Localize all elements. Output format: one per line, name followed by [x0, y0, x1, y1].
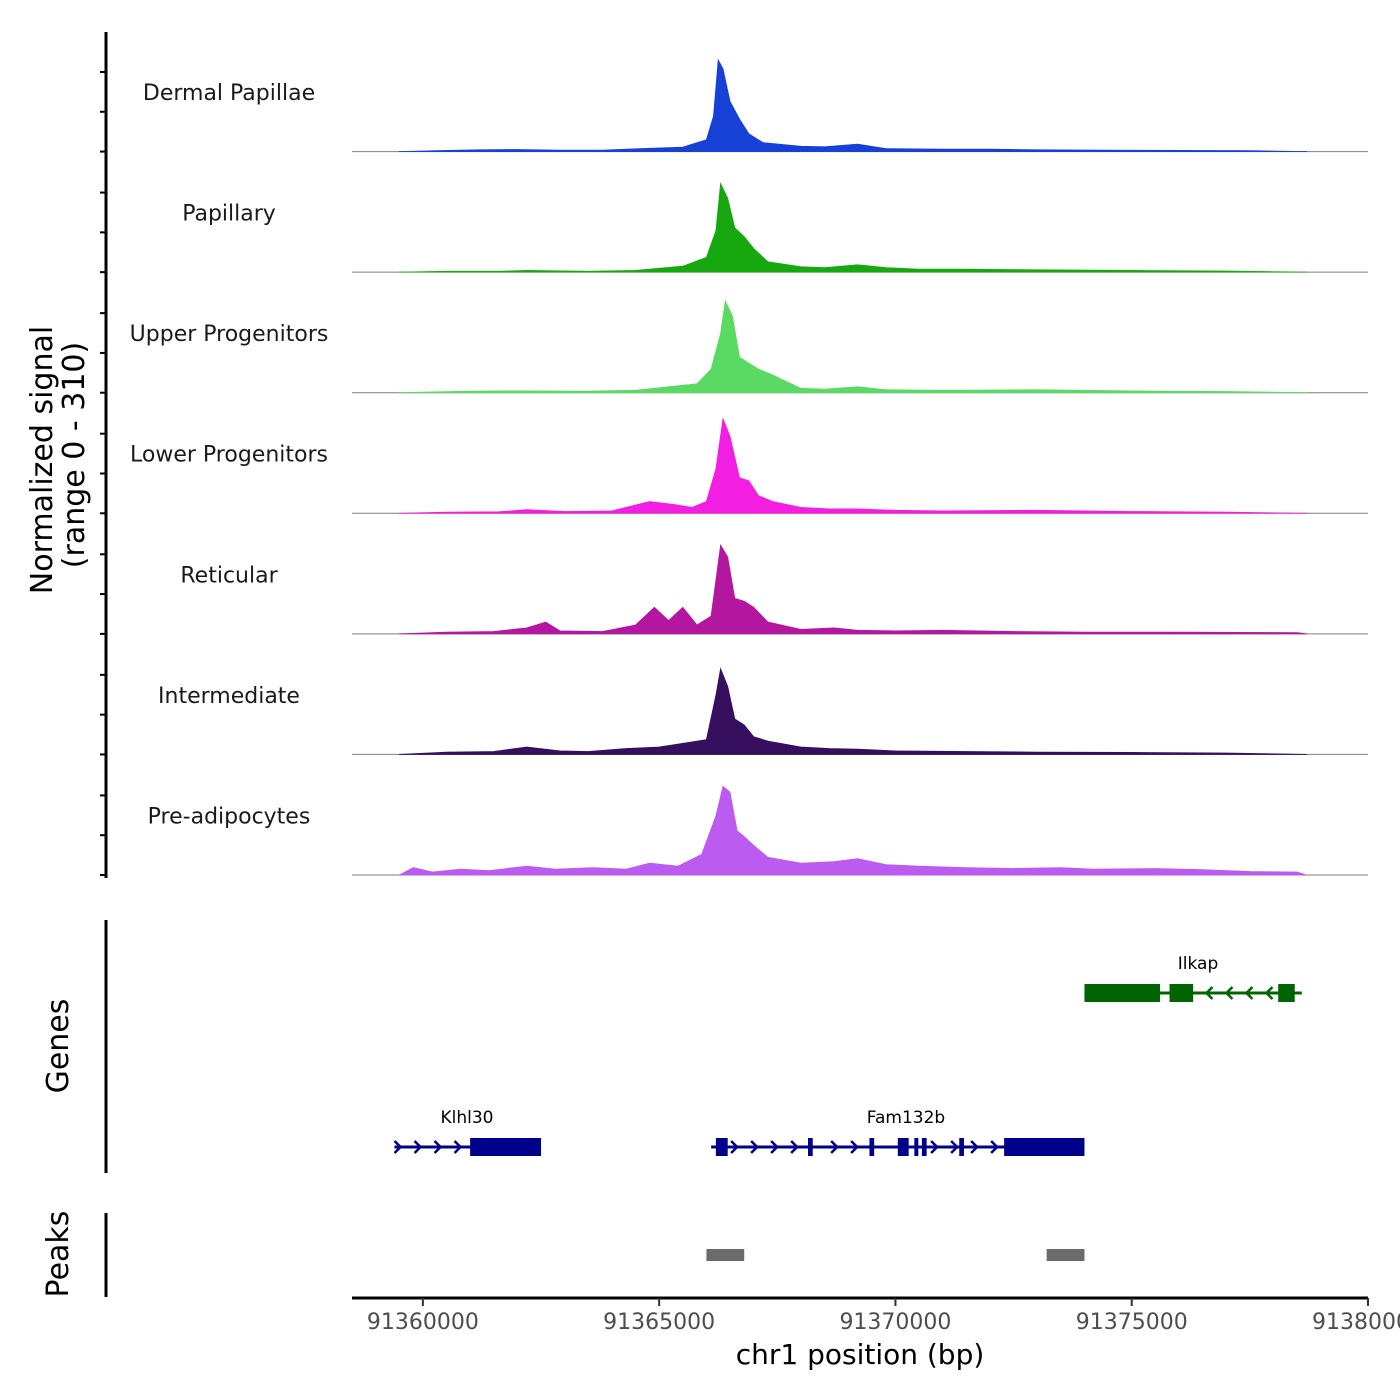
coverage-area [398, 544, 1307, 635]
strand-arrow [453, 1140, 463, 1154]
strand-arrow [830, 1140, 839, 1154]
strand-arrow [770, 1140, 779, 1154]
gene-label: Ilkap [1178, 954, 1219, 974]
x-tick-label: 91380000 [1312, 1310, 1400, 1335]
strand-arrow [950, 1140, 959, 1154]
gene-exon [1169, 984, 1194, 1002]
gene-exon [808, 1138, 813, 1156]
gene-label: Fam132b [867, 1108, 945, 1128]
gene-label: Klhl30 [440, 1108, 493, 1128]
coverage-area [398, 299, 1307, 394]
track-label: Dermal Papillae [143, 81, 315, 106]
strand-arrow [1224, 986, 1234, 1000]
gene-exon [470, 1138, 542, 1156]
x-axis-ticks: 91360000 91365000 91370000 91375000 91380000 [367, 1298, 1400, 1335]
peaks-ylabel: Peaks [41, 1211, 76, 1298]
coverage-y-axis [100, 32, 108, 878]
coverage-area [398, 417, 1307, 514]
peak-region [1046, 1249, 1085, 1261]
gene-exon [1004, 1138, 1085, 1156]
strand-arrow [1264, 986, 1274, 1000]
strand-arrow [970, 1140, 979, 1154]
x-tick-label: 91370000 [839, 1310, 951, 1335]
track-label: Reticular [180, 563, 278, 588]
peaks-track [706, 1249, 1085, 1261]
x-axis-label: chr1 position (bp) [736, 1338, 985, 1371]
x-tick-label: 91365000 [603, 1310, 715, 1335]
gene-exon [1084, 984, 1161, 1002]
x-tick-label: 91375000 [1076, 1310, 1188, 1335]
track-label: Intermediate [158, 684, 300, 709]
gene-exon [715, 1138, 728, 1156]
peak-region [706, 1249, 745, 1261]
gene-exon [897, 1138, 909, 1156]
strand-arrow [413, 1140, 423, 1154]
strand-arrow [990, 1140, 999, 1154]
coverage-area [398, 182, 1307, 273]
track-label: Papillary [182, 202, 276, 227]
strand-arrow [1244, 986, 1254, 1000]
coverage-area [399, 785, 1307, 876]
coverage-area [398, 667, 1307, 755]
strand-arrow [1204, 986, 1214, 1000]
strand-arrow [790, 1140, 799, 1154]
coverage-tracks: Dermal Papillae Papillary Upper Progenitor… [130, 58, 1368, 876]
track-label: Lower Progenitors [130, 443, 328, 468]
track-label: Upper Progenitors [130, 322, 329, 347]
gene-exon [959, 1138, 964, 1156]
gene-exon [869, 1138, 875, 1156]
strand-arrow [393, 1140, 403, 1154]
genes-ylabel: Genes [41, 999, 76, 1094]
track-label: Pre-adipocytes [148, 804, 311, 829]
strand-arrow [850, 1140, 859, 1154]
gene-exon [921, 1138, 927, 1156]
gene-exon [1278, 984, 1295, 1002]
strand-arrow [433, 1140, 443, 1154]
coverage-area [398, 58, 1307, 153]
genes-track: Ilkap Klhl30 Fam132b [393, 954, 1302, 1156]
strand-arrow [730, 1140, 739, 1154]
strand-arrow [750, 1140, 759, 1154]
coverage-ylabel-line2: (range 0 - 310) [57, 342, 92, 568]
x-tick-label: 91360000 [367, 1310, 479, 1335]
coverage-ylabel-line1: Normalized signal [25, 326, 60, 594]
strand-arrow [930, 1140, 939, 1154]
gene-exon [914, 1138, 919, 1156]
